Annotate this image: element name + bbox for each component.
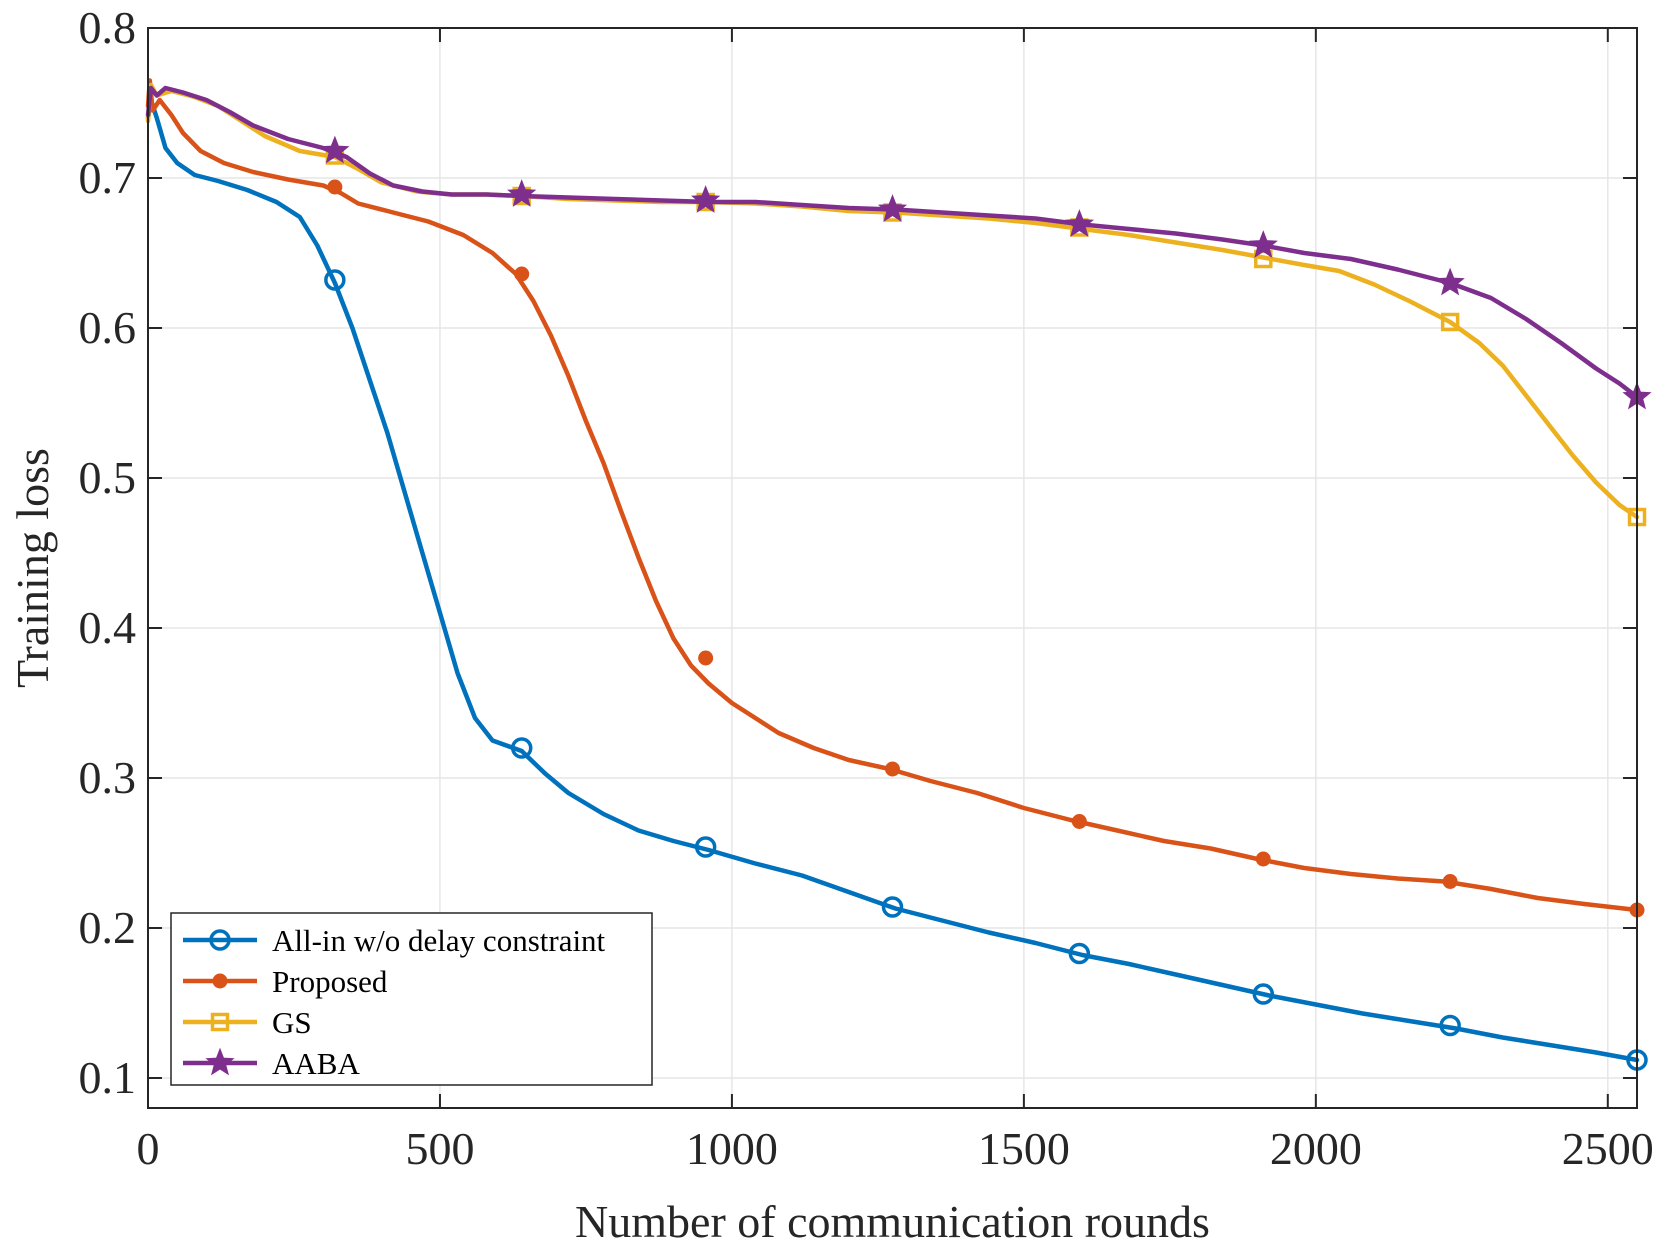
data-point-marker (1439, 1014, 1461, 1037)
x-tick-label: 2500 (1562, 1123, 1654, 1174)
data-point-marker (690, 185, 721, 213)
plot-frame (147, 27, 1638, 1109)
data-point-marker (1442, 874, 1458, 889)
legend-swatch-marker (212, 973, 228, 989)
legend-swatch-marker (209, 929, 231, 951)
series-line (145, 97, 1640, 1063)
series-line (145, 82, 1640, 520)
data-point-marker (324, 269, 346, 291)
data-point-marker (881, 896, 904, 918)
legend-swatch-marker (210, 1012, 230, 1032)
data-point-marker (698, 650, 714, 666)
data-point-marker (877, 194, 908, 222)
legend-label: All-in w/o delay constraint (272, 923, 606, 958)
y-tick-label: 0.3 (79, 752, 137, 803)
data-point-marker (1252, 983, 1275, 1005)
tick-labels: 0 500 1000 1500 2000 2500 0.1 0.2 0.3 0.4 0.5 0.6 0.… (79, 2, 1654, 1174)
y-tick-label: 0.4 (79, 602, 137, 653)
y-tick-label: 0.1 (79, 1052, 137, 1103)
y-tick-label: 0.5 (79, 452, 137, 503)
axis-ticks (147, 27, 1637, 1108)
data-point-marker (327, 179, 343, 195)
legend: All-in w/o delay constraint Proposed GS AAB… (170, 912, 653, 1086)
legend-label: Proposed (272, 964, 388, 999)
y-tick-label: 0.7 (79, 152, 137, 203)
data-point-marker (1068, 942, 1091, 965)
x-tick-label: 1000 (686, 1123, 778, 1174)
y-axis-title: Training loss (7, 448, 58, 688)
series-proposed (145, 78, 1645, 918)
legend-swatch-marker (205, 1047, 235, 1076)
data-point-marker (1440, 312, 1460, 332)
legend-label: AABA (272, 1046, 360, 1081)
data-point-marker (1248, 230, 1278, 258)
data-point-marker (320, 135, 350, 164)
data-point-marker (507, 179, 537, 207)
data-point-marker (1071, 814, 1087, 829)
y-tick-label: 0.8 (79, 2, 137, 53)
x-axis-title: Number of communication rounds (575, 1196, 1210, 1246)
y-tick-label: 0.6 (79, 302, 137, 353)
series-layer (145, 78, 1652, 1071)
data-point-marker (1255, 851, 1271, 867)
grid-lines (148, 28, 1637, 1108)
data-point-marker (885, 761, 900, 777)
x-tick-label: 2000 (1270, 1123, 1362, 1174)
data-point-marker (1435, 267, 1465, 296)
series-line (145, 78, 1640, 913)
x-tick-label: 1500 (978, 1123, 1070, 1174)
legend-label: GS (272, 1005, 312, 1040)
series-line (145, 85, 1640, 400)
data-point-marker (514, 266, 530, 282)
x-tick-label: 500 (405, 1123, 474, 1174)
data-point-marker (694, 836, 717, 858)
data-point-marker (1064, 209, 1095, 237)
data-point-marker (510, 737, 533, 759)
x-tick-label: 0 (137, 1123, 160, 1174)
y-tick-label: 0.2 (79, 902, 137, 953)
